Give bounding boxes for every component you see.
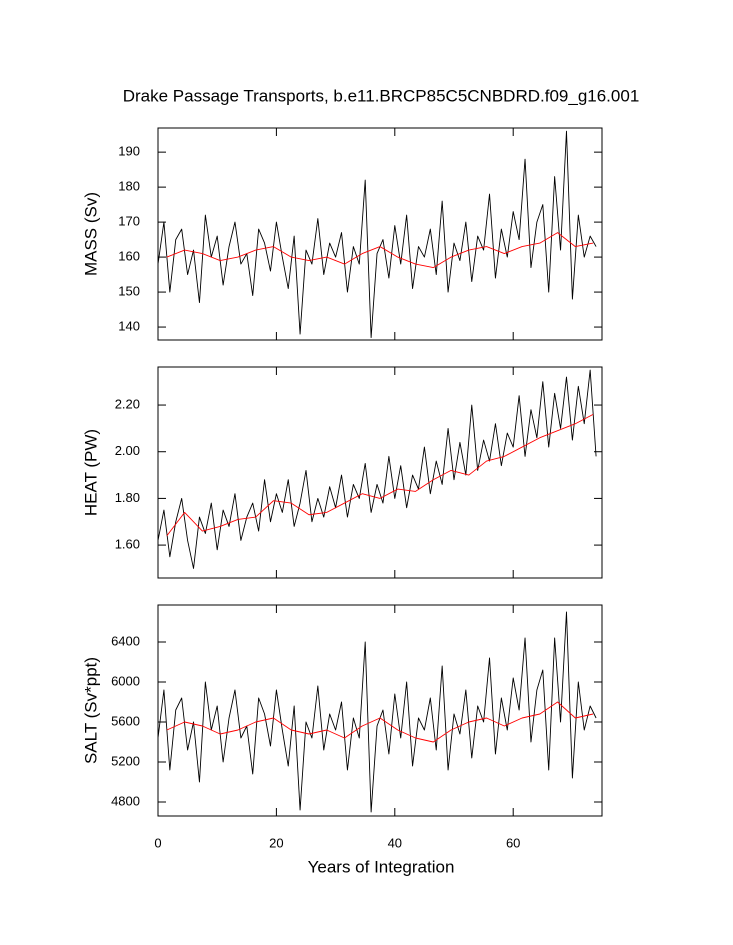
y-tick-label: 160 bbox=[118, 249, 140, 264]
y-axis-label: MASS (Sv) bbox=[81, 192, 100, 276]
y-tick-label: 2.00 bbox=[115, 443, 140, 458]
y-tick-label: 180 bbox=[118, 179, 140, 194]
plot-frame bbox=[157, 366, 603, 579]
chart-title: Drake Passage Transports, b.e11.BRCP85C5… bbox=[123, 86, 640, 105]
y-tick-label: 1.60 bbox=[115, 537, 140, 552]
y-tick-label: 2.20 bbox=[115, 396, 140, 411]
data-line bbox=[157, 130, 597, 338]
y-tick-label: 5600 bbox=[111, 713, 140, 728]
data-line bbox=[166, 413, 594, 537]
y-tick-label: 1.80 bbox=[115, 490, 140, 505]
y-tick-label: 140 bbox=[118, 318, 140, 333]
x-tick-label: 20 bbox=[269, 835, 283, 850]
data-line bbox=[157, 611, 597, 813]
data-line bbox=[157, 369, 597, 569]
y-tick-label: 6400 bbox=[111, 633, 140, 648]
y-tick-label: 190 bbox=[118, 144, 140, 159]
y-tick-label: 5200 bbox=[111, 753, 140, 768]
y-tick-label: 6000 bbox=[111, 673, 140, 688]
y-axis-label: HEAT (PW) bbox=[81, 429, 100, 516]
x-axis-label: Years of Integration bbox=[308, 857, 455, 876]
x-tick-label: 40 bbox=[388, 835, 402, 850]
y-tick-label: 4800 bbox=[111, 793, 140, 808]
y-tick-label: 150 bbox=[118, 284, 140, 299]
y-tick-label: 170 bbox=[118, 214, 140, 229]
data-line bbox=[166, 232, 594, 269]
data-line bbox=[166, 701, 594, 743]
x-tick-label: 0 bbox=[154, 835, 161, 850]
plot-frame bbox=[157, 127, 603, 341]
x-tick-label: 60 bbox=[506, 835, 520, 850]
y-axis-label: SALT (Sv*ppt) bbox=[81, 657, 100, 764]
plot-frame bbox=[157, 604, 603, 817]
